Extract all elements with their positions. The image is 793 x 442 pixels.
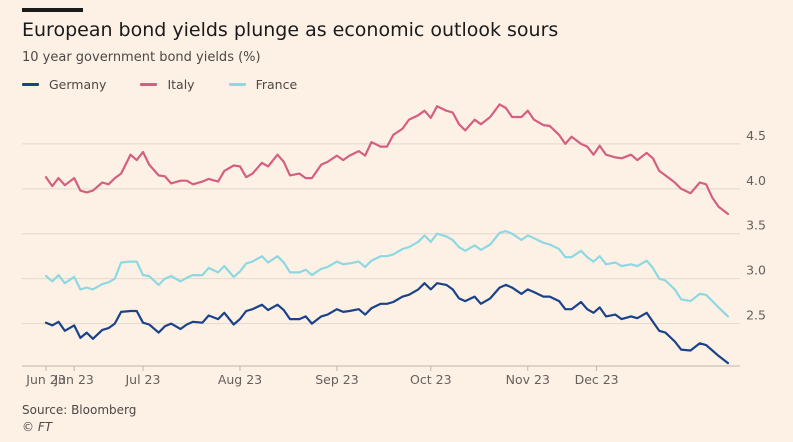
- x-tick-label: Jun 23: [53, 372, 93, 387]
- legend-label-france: France: [255, 77, 298, 92]
- copyright-note: © FT: [22, 420, 53, 434]
- series-line-germany: [44, 282, 730, 365]
- x-tick-label: Oct 23: [410, 372, 452, 387]
- x-tick-label: Aug 23: [218, 372, 262, 387]
- chart-subtitle: 10 year government bond yields (%): [22, 50, 261, 65]
- legend-swatch-italy: [140, 83, 158, 86]
- legend-item-germany: Germany: [22, 77, 106, 92]
- x-tick-label: Sep 23: [315, 372, 358, 387]
- x-tick-label: Jul 23: [124, 372, 160, 387]
- legend-label-germany: Germany: [49, 77, 107, 92]
- series-line-france: [44, 230, 730, 318]
- legend-item-italy: Italy: [140, 77, 195, 92]
- chart-title: European bond yields plunge as economic …: [22, 19, 559, 41]
- y-tick-label: 2.5: [746, 308, 766, 323]
- legend-swatch-germany: [22, 83, 39, 86]
- chart-legend: Germany Italy France: [22, 77, 297, 92]
- legend-swatch-france: [228, 83, 246, 86]
- ft-top-bar: [22, 8, 83, 12]
- source-note: Source: Bloomberg: [22, 403, 137, 417]
- y-tick-label: 4.0: [746, 173, 766, 188]
- x-tick-label: Dec 23: [575, 372, 619, 387]
- legend-item-france: France: [228, 77, 298, 92]
- legend-label-italy: Italy: [167, 77, 195, 92]
- x-tick-label: Nov 23: [506, 372, 550, 387]
- series-line-italy: [44, 103, 730, 216]
- x-tick-label: Jun 23: [25, 372, 65, 387]
- y-tick-label: 3.0: [746, 263, 766, 278]
- y-tick-label: 3.5: [746, 218, 766, 233]
- y-tick-label: 4.5: [746, 128, 766, 143]
